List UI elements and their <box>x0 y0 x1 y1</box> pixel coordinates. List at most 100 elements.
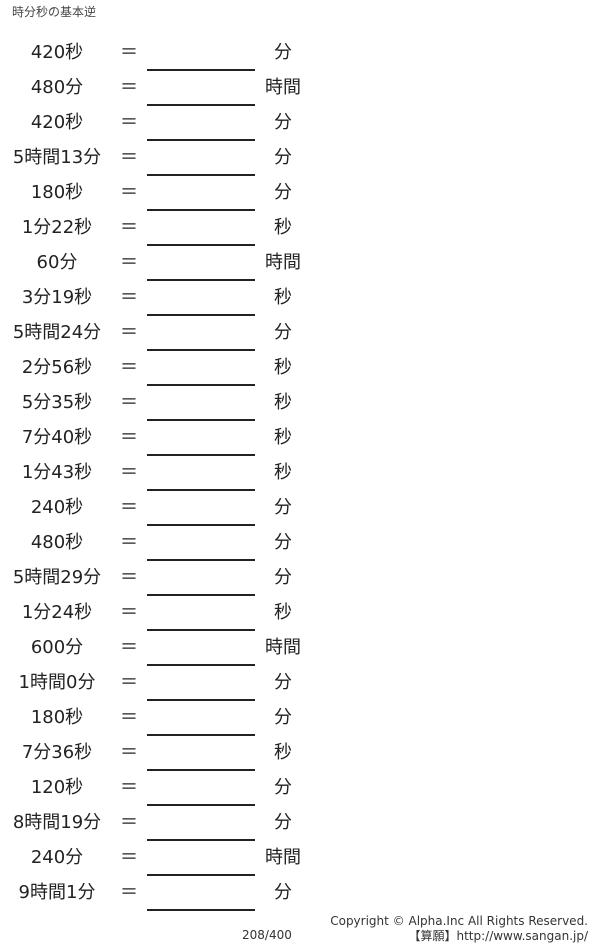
problem-row: 180秒 ＝ 分 <box>0 175 600 211</box>
answer-unit: 秒 <box>274 287 292 308</box>
answer-blank[interactable] <box>147 192 255 211</box>
answer-unit: 分 <box>274 567 292 588</box>
question-text: 420秒 <box>30 42 84 63</box>
question-text: 9時間1分 <box>18 882 96 903</box>
equals-sign: ＝ <box>120 112 138 133</box>
answer-blank[interactable] <box>147 157 255 176</box>
problem-row: 480秒 ＝ 分 <box>0 525 600 561</box>
problem-row: 9時間1分 ＝ 分 <box>0 875 600 911</box>
answer-blank[interactable] <box>147 437 255 456</box>
question-text: 180秒 <box>30 707 84 728</box>
copyright-text: Copyright © Alpha.Inc All Rights Reserve… <box>330 914 588 928</box>
question-text: 60分 <box>36 252 78 273</box>
equals-sign: ＝ <box>120 497 138 518</box>
answer-blank[interactable] <box>147 297 255 316</box>
answer-blank[interactable] <box>147 122 255 141</box>
answer-blank[interactable] <box>147 402 255 421</box>
answer-unit: 時間 <box>265 77 301 98</box>
equals-sign: ＝ <box>120 812 138 833</box>
equals-sign: ＝ <box>120 322 138 343</box>
equals-sign: ＝ <box>120 462 138 483</box>
question-text: 5時間29分 <box>12 567 102 588</box>
problem-row: 2分56秒 ＝ 秒 <box>0 350 600 386</box>
answer-unit: 分 <box>274 882 292 903</box>
question-text: 480秒 <box>30 532 84 553</box>
answer-blank[interactable] <box>147 717 255 736</box>
equals-sign: ＝ <box>120 357 138 378</box>
problem-row: 5時間13分 ＝ 分 <box>0 140 600 176</box>
answer-unit: 秒 <box>274 357 292 378</box>
answer-blank[interactable] <box>147 647 255 666</box>
equals-sign: ＝ <box>120 847 138 868</box>
answer-blank[interactable] <box>147 752 255 771</box>
equals-sign: ＝ <box>120 252 138 273</box>
answer-blank[interactable] <box>147 787 255 806</box>
equals-sign: ＝ <box>120 77 138 98</box>
answer-blank[interactable] <box>147 507 255 526</box>
problem-row: 7分40秒 ＝ 秒 <box>0 420 600 456</box>
answer-blank[interactable] <box>147 87 255 106</box>
problem-row: 5分35秒 ＝ 秒 <box>0 385 600 421</box>
answer-blank[interactable] <box>147 892 255 911</box>
problem-row: 120秒 ＝ 分 <box>0 770 600 806</box>
question-text: 7分40秒 <box>21 427 93 448</box>
equals-sign: ＝ <box>120 287 138 308</box>
answer-blank[interactable] <box>147 332 255 351</box>
worksheet-title: 時分秒の基本逆 <box>12 5 97 19</box>
question-text: 420秒 <box>30 112 84 133</box>
answer-blank[interactable] <box>147 472 255 491</box>
answer-blank[interactable] <box>147 612 255 631</box>
question-text: 3分19秒 <box>21 287 93 308</box>
equals-sign: ＝ <box>120 182 138 203</box>
answer-unit: 時間 <box>265 847 301 868</box>
equals-sign: ＝ <box>120 882 138 903</box>
question-text: 1時間0分 <box>18 672 96 693</box>
answer-unit: 分 <box>274 147 292 168</box>
footer-credits: Copyright © Alpha.Inc All Rights Reserve… <box>330 914 588 944</box>
problem-row: 1分43秒 ＝ 秒 <box>0 455 600 491</box>
answer-unit: 秒 <box>274 392 292 413</box>
answer-blank[interactable] <box>147 682 255 701</box>
question-text: 480分 <box>30 77 84 98</box>
answer-unit: 分 <box>274 672 292 693</box>
problem-row: 180秒 ＝ 分 <box>0 700 600 736</box>
answer-unit: 秒 <box>274 427 292 448</box>
question-text: 5分35秒 <box>21 392 93 413</box>
answer-unit: 時間 <box>265 252 301 273</box>
problem-row: 7分36秒 ＝ 秒 <box>0 735 600 771</box>
answer-unit: 分 <box>274 182 292 203</box>
problem-row: 5時間24分 ＝ 分 <box>0 315 600 351</box>
answer-blank[interactable] <box>147 577 255 596</box>
question-text: 5時間13分 <box>12 147 102 168</box>
equals-sign: ＝ <box>120 742 138 763</box>
answer-unit: 分 <box>274 322 292 343</box>
answer-blank[interactable] <box>147 227 255 246</box>
question-text: 1分22秒 <box>21 217 93 238</box>
page-number: 208/400 <box>242 928 292 942</box>
problem-row: 5時間29分 ＝ 分 <box>0 560 600 596</box>
problem-row: 1分22秒 ＝ 秒 <box>0 210 600 246</box>
answer-blank[interactable] <box>147 367 255 386</box>
answer-blank[interactable] <box>147 262 255 281</box>
problem-row: 600分 ＝ 時間 <box>0 630 600 666</box>
answer-unit: 分 <box>274 497 292 518</box>
site-link[interactable]: 【算願】http://www.sangan.jp/ <box>408 929 588 943</box>
answer-unit: 分 <box>274 812 292 833</box>
answer-blank[interactable] <box>147 857 255 876</box>
problem-row: 60分 ＝ 時間 <box>0 245 600 281</box>
equals-sign: ＝ <box>120 42 138 63</box>
question-text: 120秒 <box>30 777 84 798</box>
question-text: 5時間24分 <box>12 322 102 343</box>
problem-row: 240秒 ＝ 分 <box>0 490 600 526</box>
question-text: 1分24秒 <box>21 602 93 623</box>
answer-blank[interactable] <box>147 542 255 561</box>
answer-unit: 秒 <box>274 217 292 238</box>
equals-sign: ＝ <box>120 672 138 693</box>
question-text: 180秒 <box>30 182 84 203</box>
answer-blank[interactable] <box>147 822 255 841</box>
answer-blank[interactable] <box>147 52 255 71</box>
answer-unit: 分 <box>274 112 292 133</box>
question-text: 7分36秒 <box>21 742 93 763</box>
equals-sign: ＝ <box>120 217 138 238</box>
question-text: 240秒 <box>30 497 84 518</box>
